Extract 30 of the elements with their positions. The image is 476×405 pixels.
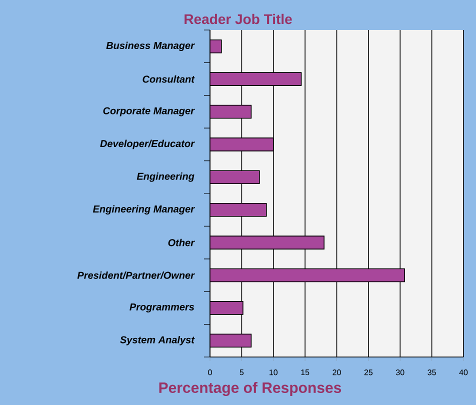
y-tick-label: Business Manager bbox=[106, 42, 195, 52]
x-tick-label: 15 bbox=[301, 370, 310, 376]
y-tick-label: Engineering bbox=[136, 172, 194, 182]
bar bbox=[210, 138, 274, 152]
bar bbox=[210, 268, 405, 282]
bar bbox=[210, 72, 302, 86]
bar bbox=[210, 236, 324, 250]
x-tick-label: 35 bbox=[428, 370, 436, 376]
bar bbox=[210, 202, 267, 217]
y-tick-label: President/Partner/Owner bbox=[77, 272, 195, 279]
x-tick-label: 20 bbox=[332, 370, 341, 376]
bar bbox=[210, 170, 260, 184]
y-tick-label: Engineering Manager bbox=[92, 205, 195, 215]
y-tick-label: Developer/Educator bbox=[100, 140, 195, 150]
x-axis-title: Percentage of Responses bbox=[159, 382, 342, 396]
x-tick-label: 5 bbox=[240, 370, 244, 376]
chart-title: Reader Job Title bbox=[184, 14, 292, 24]
y-tick-label: Other bbox=[168, 238, 195, 246]
bar bbox=[210, 334, 252, 348]
x-tick-label: 30 bbox=[396, 370, 404, 376]
y-tick-label: Corporate Manager bbox=[103, 107, 195, 116]
y-tick-label: Programmers bbox=[130, 303, 194, 312]
x-tick-label: 0 bbox=[208, 370, 212, 376]
bar bbox=[210, 301, 244, 315]
x-tick-label: 25 bbox=[364, 370, 373, 376]
y-tick-label: System Analyst bbox=[120, 336, 195, 346]
bar bbox=[210, 104, 252, 119]
x-tick-label: 10 bbox=[270, 370, 278, 376]
y-tick-label: Consultant bbox=[142, 75, 195, 83]
x-tick-label: 40 bbox=[459, 370, 468, 376]
